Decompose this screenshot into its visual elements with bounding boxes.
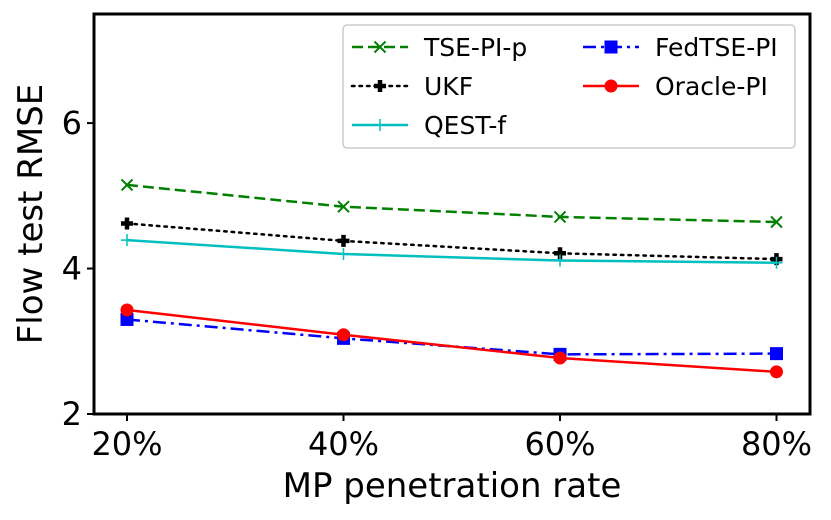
series-line-TSE-PI-p [126,183,777,224]
data-point-QEST-f [121,234,133,247]
legend-label-QEST-f: QEST-f [424,111,507,140]
legend-marker-QEST-f [374,119,386,131]
data-point-Oracle-PI [553,351,567,365]
legend: TSE-PI-p UKF QEST-f FedTSE-PI Oracle-PI [342,24,796,149]
data-point-UKF [337,234,350,247]
x-tick-label: 60% [524,425,595,463]
data-point-TSE-PI-p [553,210,567,224]
legend-label-UKF: UKF [424,72,473,101]
data-point-TSE-PI-p [337,200,350,213]
y-axis-label: Flow test RMSE [11,84,51,345]
series-line-QEST-f [126,238,777,264]
legend-marker-Oracle-PI [604,79,618,93]
data-point-FedTSE-PI [770,347,783,361]
y-tick-label: 2 [62,395,82,433]
plot-frame [92,12,812,416]
series-line-UKF [125,222,778,261]
data-point-QEST-f [770,256,783,269]
series-line-Oracle-PI [126,308,777,374]
legend-label-TSE-PI-p: TSE-PI-p [423,33,527,62]
data-point-TSE-PI-p [120,178,134,192]
data-point-UKF [121,217,133,230]
data-point-Oracle-PI [337,328,350,342]
data-point-FedTSE-PI [120,312,134,326]
data-point-Oracle-PI [120,303,134,317]
y-tick-label: 6 [62,104,82,142]
x-tick-label: 20% [91,425,162,463]
legend-marker-FedTSE-PI [604,40,618,54]
data-point-QEST-f [554,254,566,267]
legend-label-FedTSE-PI: FedTSE-PI [655,33,778,62]
data-point-TSE-PI-p [770,215,783,229]
x-tick-label: 40% [308,425,379,463]
series-line-FedTSE-PI [126,318,777,356]
legend-label-Oracle-PI: Oracle-PI [655,72,768,101]
data-point-Oracle-PI [770,365,783,379]
series-layer [120,178,783,379]
x-tick-label: 80% [741,425,812,463]
y-tick-label: 4 [62,250,82,288]
axis-layer: 20% 40% 60% 80% 2 4 6 [62,104,812,463]
legend-marker-UKF [374,80,386,92]
data-point-QEST-f [337,248,350,260]
x-axis-label: MP penetration rate [283,466,622,506]
legend-marker-TSE-PI-p [373,40,387,54]
legend-items: TSE-PI-p UKF QEST-f FedTSE-PI Oracle-PI [350,33,778,140]
legend-box [342,24,796,149]
